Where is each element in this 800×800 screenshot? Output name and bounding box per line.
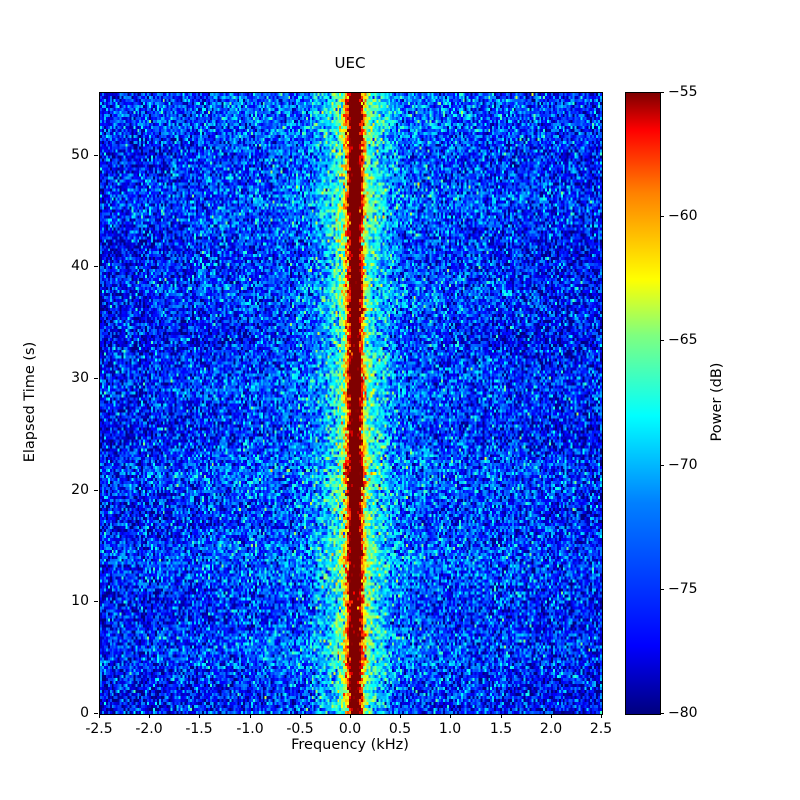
x-tick-mark (350, 714, 351, 718)
x-tick-label: -2.0 (135, 721, 163, 737)
y-tick-label: 30 (71, 370, 89, 386)
y-tick-label: 10 (71, 593, 89, 609)
y-tick-mark (94, 155, 98, 156)
x-tick-label: -1.5 (185, 721, 213, 737)
colorbar-tick-label: −75 (668, 581, 698, 597)
spectrogram-image (100, 93, 602, 714)
colorbar-tick-mark (660, 713, 664, 714)
x-tick-label: 1.0 (438, 721, 462, 737)
x-tick-mark (601, 714, 602, 718)
x-tick-mark (99, 714, 100, 718)
x-tick-label: -2.5 (85, 721, 113, 737)
x-tick-mark (501, 714, 502, 718)
colorbar-tick-label: −70 (668, 457, 698, 473)
x-tick-label: -1.0 (236, 721, 264, 737)
colorbar-tick-mark (660, 92, 664, 93)
colorbar-tick-label: −60 (668, 208, 698, 224)
colorbar-tick-mark (660, 340, 664, 341)
y-axis-label: Elapsed Time (s) (22, 341, 38, 463)
x-tick-label: 2.5 (589, 721, 613, 737)
x-axis-label: Frequency (kHz) (291, 737, 409, 753)
x-tick-mark (551, 714, 552, 718)
x-tick-mark (400, 714, 401, 718)
colorbar-tick-label: −80 (668, 705, 698, 721)
y-tick-label: 0 (80, 705, 89, 721)
x-tick-mark (250, 714, 251, 718)
x-tick-label: 0.5 (388, 721, 412, 737)
colorbar-tick-mark (660, 589, 664, 590)
colorbar-tick-label: −65 (668, 332, 698, 348)
x-tick-mark (199, 714, 200, 718)
y-tick-mark (94, 713, 98, 714)
y-tick-mark (94, 266, 98, 267)
x-tick-label: 0.0 (338, 721, 362, 737)
colorbar-tick-mark (660, 216, 664, 217)
title-line-station: UEC (334, 54, 366, 72)
spectrogram-plot-area (99, 92, 603, 715)
y-tick-label: 50 (71, 147, 89, 163)
x-tick-label: 1.5 (489, 721, 513, 737)
x-tick-label: 2.0 (539, 721, 563, 737)
colorbar (625, 92, 661, 715)
y-tick-label: 40 (71, 258, 89, 274)
y-tick-mark (94, 378, 98, 379)
colorbar-tick-label: −55 (668, 84, 698, 100)
y-tick-mark (94, 601, 98, 602)
colorbar-tick-mark (660, 465, 664, 466)
x-tick-label: -0.5 (286, 721, 314, 737)
y-tick-mark (94, 490, 98, 491)
x-tick-mark (450, 714, 451, 718)
y-tick-label: 20 (71, 482, 89, 498)
colorbar-label: Power (dB) (709, 362, 725, 442)
x-tick-mark (149, 714, 150, 718)
x-tick-mark (300, 714, 301, 718)
